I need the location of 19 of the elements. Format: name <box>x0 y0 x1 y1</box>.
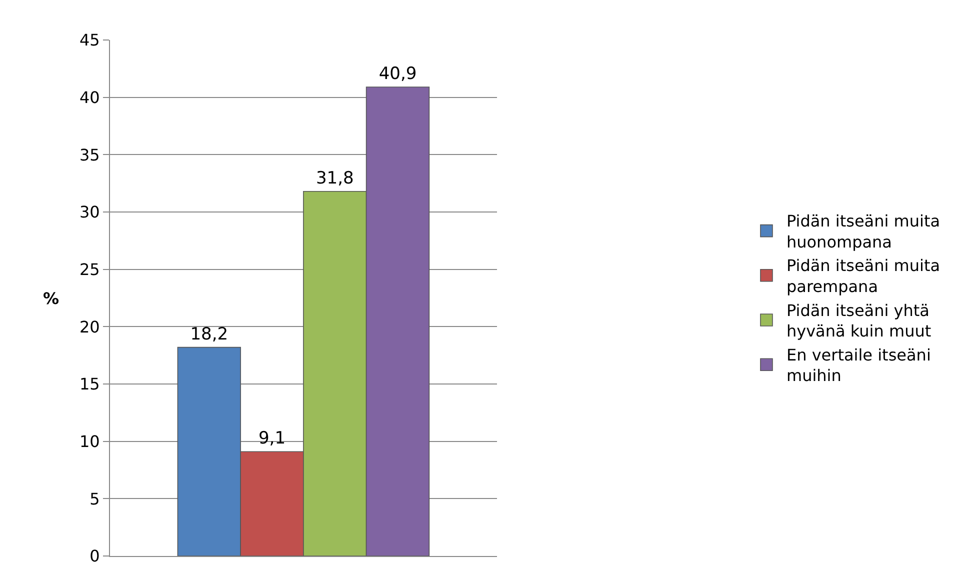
legend-label: Pidän itseäni muita parempana <box>786 256 940 296</box>
y-tick-label: 5 <box>90 489 100 508</box>
legend-label: Pidän itseäni muita huonompana <box>786 212 940 252</box>
legend-label: Pidän itseäni yhtä hyvänä kuin muut <box>786 300 932 341</box>
y-tick-label: 45 <box>79 30 100 50</box>
y-tick-label: 0 <box>90 546 100 566</box>
y-tick-label: 15 <box>79 374 100 394</box>
y-tick-label: 10 <box>79 432 100 451</box>
y-tick-label: 30 <box>79 202 100 222</box>
y-tick-label: 25 <box>79 260 100 279</box>
y-tick-label: 20 <box>79 317 100 336</box>
y-axis-title: % <box>43 289 60 308</box>
data-label: 9,1 <box>258 428 286 449</box>
data-label: 18,2 <box>190 324 228 344</box>
legend-label: En vertaile itseäni muihin <box>786 345 931 386</box>
y-tick-label: 40 <box>79 88 100 107</box>
y-tick-label: 35 <box>79 145 100 164</box>
data-label: 40,9 <box>378 64 417 84</box>
data-label: 31,8 <box>316 168 354 188</box>
